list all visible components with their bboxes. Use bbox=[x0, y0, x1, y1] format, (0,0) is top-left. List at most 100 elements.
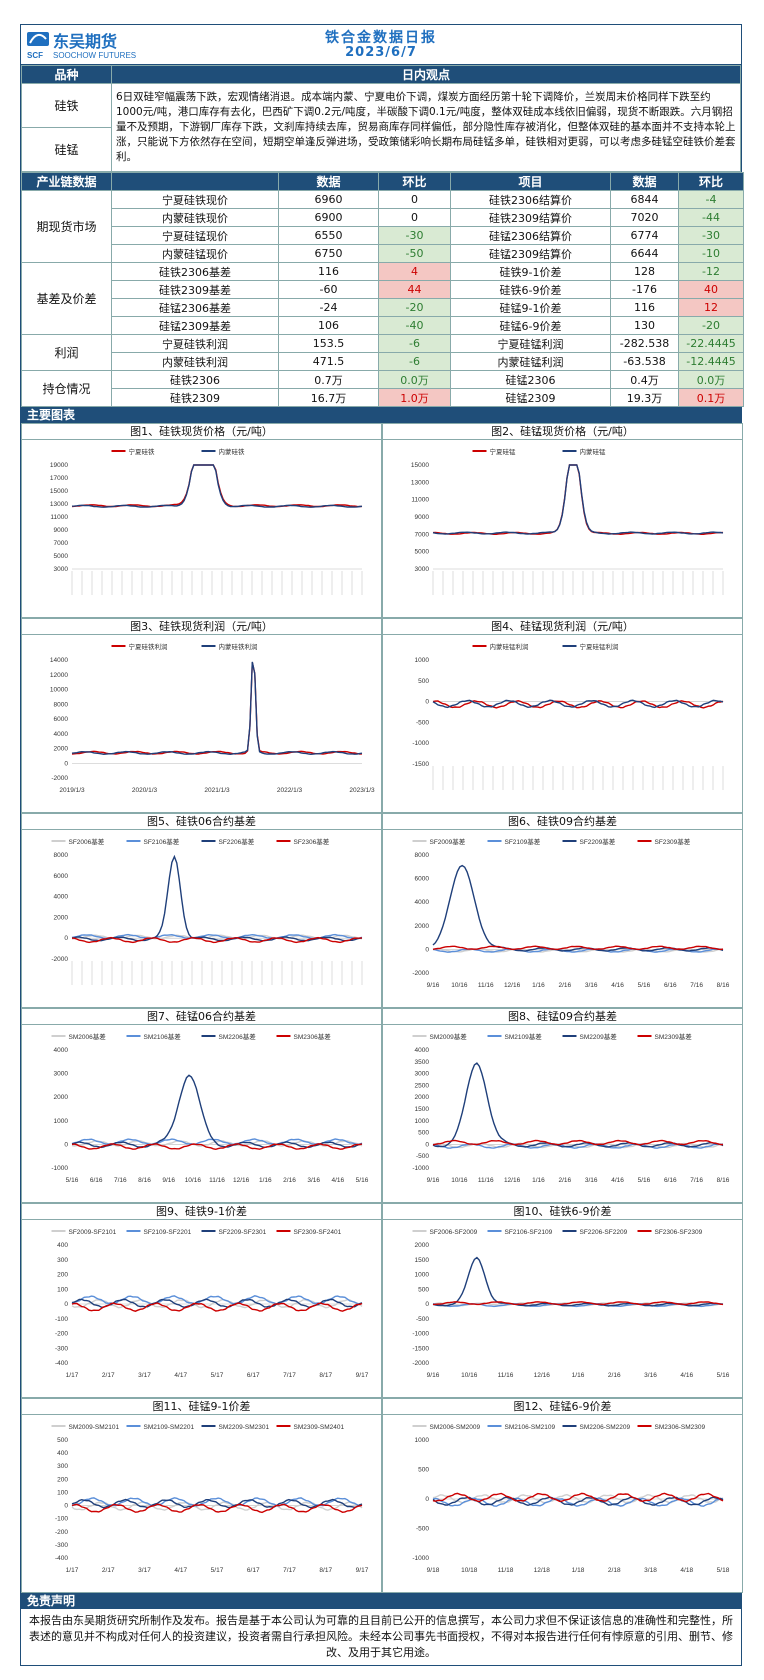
chart-panel: 图10、硅铁6-9价差 SF2006-SF2009 SF2106-SF2109 SF2… bbox=[382, 1203, 743, 1398]
col-data: 数据 bbox=[278, 172, 379, 191]
series-line bbox=[71, 1302, 363, 1312]
x-tick-label: 1/16 bbox=[572, 1372, 585, 1379]
item2-change: -20 bbox=[678, 316, 744, 335]
col-data2: 数据 bbox=[610, 172, 679, 191]
disclaimer-text: 本报告由东吴期货研究所制作及发布。报告是基于本公司认为可靠的且目前已公开的信息撰… bbox=[29, 1614, 733, 1659]
x-tick-label: 1/16 bbox=[259, 1177, 272, 1184]
x-tick-label: 2021/1/3 bbox=[204, 787, 230, 794]
x-tick-label: 1/17 bbox=[66, 1567, 79, 1574]
x-tick-label: 3/17 bbox=[138, 1567, 151, 1574]
table-row: 内蒙硅锰现价 6750 -50 硅锰2309结算价 6644 -10 bbox=[22, 244, 744, 263]
x-tick-label: 5/16 bbox=[638, 982, 651, 989]
y-tick-label: 8000 bbox=[54, 852, 69, 859]
x-tick-label: 2022/1/3 bbox=[277, 787, 303, 794]
chart-panel: 图3、硅铁现货利润（元/吨） 宁夏硅铁利润 内蒙硅铁利润 14000 12000 1000… bbox=[21, 618, 382, 813]
x-tick-label: 8/16 bbox=[717, 1177, 730, 1184]
x-tick-label: 5/16 bbox=[638, 1177, 651, 1184]
y-tick-label: -500 bbox=[416, 1316, 429, 1323]
y-tick-label: 7000 bbox=[415, 531, 430, 538]
x-tick-label: 8/16 bbox=[717, 982, 730, 989]
item2-change: -12 bbox=[678, 262, 744, 281]
x-tick-label: 7/17 bbox=[283, 1567, 296, 1574]
y-tick-label: 500 bbox=[418, 1130, 429, 1137]
x-tick-label: 11/16 bbox=[209, 1177, 225, 1184]
item-name: 宁夏硅锰现价 bbox=[111, 226, 279, 245]
data-table: 产业链数据 数据 环比 项目 数据 环比 期现货市场 宁夏硅铁现价 6960 0 硅铁2… bbox=[21, 172, 744, 407]
legend-label: 内蒙硅铁 bbox=[219, 447, 246, 456]
item2-name: 硅铁9-1价差 bbox=[450, 262, 611, 281]
item2-change: 0.0万 bbox=[678, 370, 744, 389]
y-tick-label: 15000 bbox=[411, 462, 429, 469]
chart-panel: 图8、硅锰09合约基差 SM2009基差 SM2109基差 SM2209基差 SM230… bbox=[382, 1008, 743, 1203]
item2-name: 硅锰9-1价差 bbox=[450, 298, 611, 317]
legend-label: SM2106-SM2109 bbox=[505, 1424, 556, 1431]
y-tick-label: -300 bbox=[55, 1542, 68, 1549]
y-tick-label: 500 bbox=[418, 1467, 429, 1474]
item2-change: -22.4445 bbox=[678, 334, 744, 353]
series-line bbox=[432, 699, 724, 709]
series-line bbox=[432, 1256, 724, 1307]
chart-title: 图2、硅锰现货价格（元/吨） bbox=[383, 424, 742, 440]
y-tick-label: 1000 bbox=[54, 1118, 69, 1125]
chart-panel: 图9、硅铁9-1价差 SF2009-SF2101 SF2109-SF2201 SF22… bbox=[21, 1203, 382, 1398]
item2-name: 宁夏硅锰利润 bbox=[450, 334, 611, 353]
table-row: 硅铁2309 16.7万 1.0万 硅锰2309 19.3万 0.1万 bbox=[22, 388, 744, 407]
y-tick-label: -2000 bbox=[412, 970, 429, 977]
col-item: 项目 bbox=[450, 172, 611, 191]
item-name: 内蒙硅铁利润 bbox=[111, 352, 279, 371]
legend-label: SM2209基差 bbox=[580, 1032, 618, 1041]
chart-title: 图4、硅锰现货利润（元/吨） bbox=[383, 619, 742, 635]
col-change2: 环比 bbox=[678, 172, 744, 191]
item-value: 6750 bbox=[278, 244, 379, 263]
x-tick-label: 4/16 bbox=[680, 1372, 693, 1379]
x-tick-label: 6/16 bbox=[90, 1177, 103, 1184]
x-tick-label: 2019/1/3 bbox=[59, 787, 85, 794]
x-tick-label: 9/16 bbox=[427, 982, 440, 989]
table-row: 持仓情况 硅铁2306 0.7万 0.0万 硅锰2306 0.4万 0.0万 bbox=[21, 370, 744, 407]
series-line bbox=[432, 1062, 724, 1148]
x-tick-label: 2/16 bbox=[558, 1177, 571, 1184]
x-tick-label: 5/16 bbox=[356, 1177, 369, 1184]
series-line bbox=[72, 936, 363, 944]
y-tick-label: 500 bbox=[57, 1437, 68, 1444]
series-line bbox=[71, 662, 363, 755]
view-row-sifer: 硅铁 bbox=[21, 83, 112, 128]
y-tick-label: 9000 bbox=[415, 514, 430, 521]
x-tick-label: 10/16 bbox=[185, 1177, 202, 1184]
x-tick-label: 1/16 bbox=[532, 982, 545, 989]
x-tick-label: 4/16 bbox=[332, 1177, 345, 1184]
x-tick-label: 9/17 bbox=[356, 1567, 369, 1574]
legend-label: SM2106基差 bbox=[144, 1032, 182, 1041]
y-tick-label: 9000 bbox=[54, 527, 69, 534]
item2-value: 116 bbox=[610, 298, 679, 317]
legend-label: SM2209-SM2301 bbox=[219, 1424, 270, 1431]
legend-label: SF2009-SF2101 bbox=[69, 1229, 117, 1236]
series-line bbox=[71, 854, 363, 942]
y-tick-label: 1000 bbox=[415, 657, 430, 664]
item-name: 硅锰2306基差 bbox=[111, 298, 279, 317]
item2-value: 6844 bbox=[610, 190, 679, 209]
legend-label: 宁夏硅锰 bbox=[490, 447, 517, 456]
y-tick-label: -100 bbox=[55, 1316, 68, 1323]
x-tick-label: 9/16 bbox=[427, 1177, 440, 1184]
x-tick-label: 7/17 bbox=[283, 1372, 296, 1379]
x-tick-label: 10/16 bbox=[461, 1372, 478, 1379]
y-tick-label: 500 bbox=[418, 678, 429, 685]
x-tick-label: 11/16 bbox=[478, 1177, 494, 1184]
x-tick-label: 3/16 bbox=[307, 1177, 320, 1184]
chart-svg: 宁夏硅铁利润 内蒙硅铁利润 14000 12000 10000 8000 6000 4000 2… bbox=[50, 642, 375, 794]
item-name: 宁夏硅铁利润 bbox=[111, 334, 279, 353]
chart-panel: 图6、硅铁09合约基差 SF2009基差 SF2109基差 SF2209基差 SF230… bbox=[382, 813, 743, 1008]
item2-change: 40 bbox=[678, 280, 744, 299]
x-tick-label: 9/18 bbox=[427, 1567, 440, 1574]
y-tick-label: 2000 bbox=[54, 1094, 69, 1101]
item2-change: -10 bbox=[678, 244, 744, 263]
x-tick-label: 8/17 bbox=[319, 1567, 332, 1574]
item-change: -6 bbox=[378, 334, 451, 353]
group-label: 利润 bbox=[21, 334, 112, 371]
y-tick-label: 13000 bbox=[411, 479, 429, 486]
chart-svg: SF2006基差 SF2106基差 SF2206基差 SF2306基差 8000 6000… bbox=[51, 837, 363, 985]
series-line bbox=[432, 945, 724, 951]
legend-label: SF2309-SF2401 bbox=[294, 1229, 342, 1236]
logo-cn: 东吴期货 bbox=[53, 32, 117, 51]
